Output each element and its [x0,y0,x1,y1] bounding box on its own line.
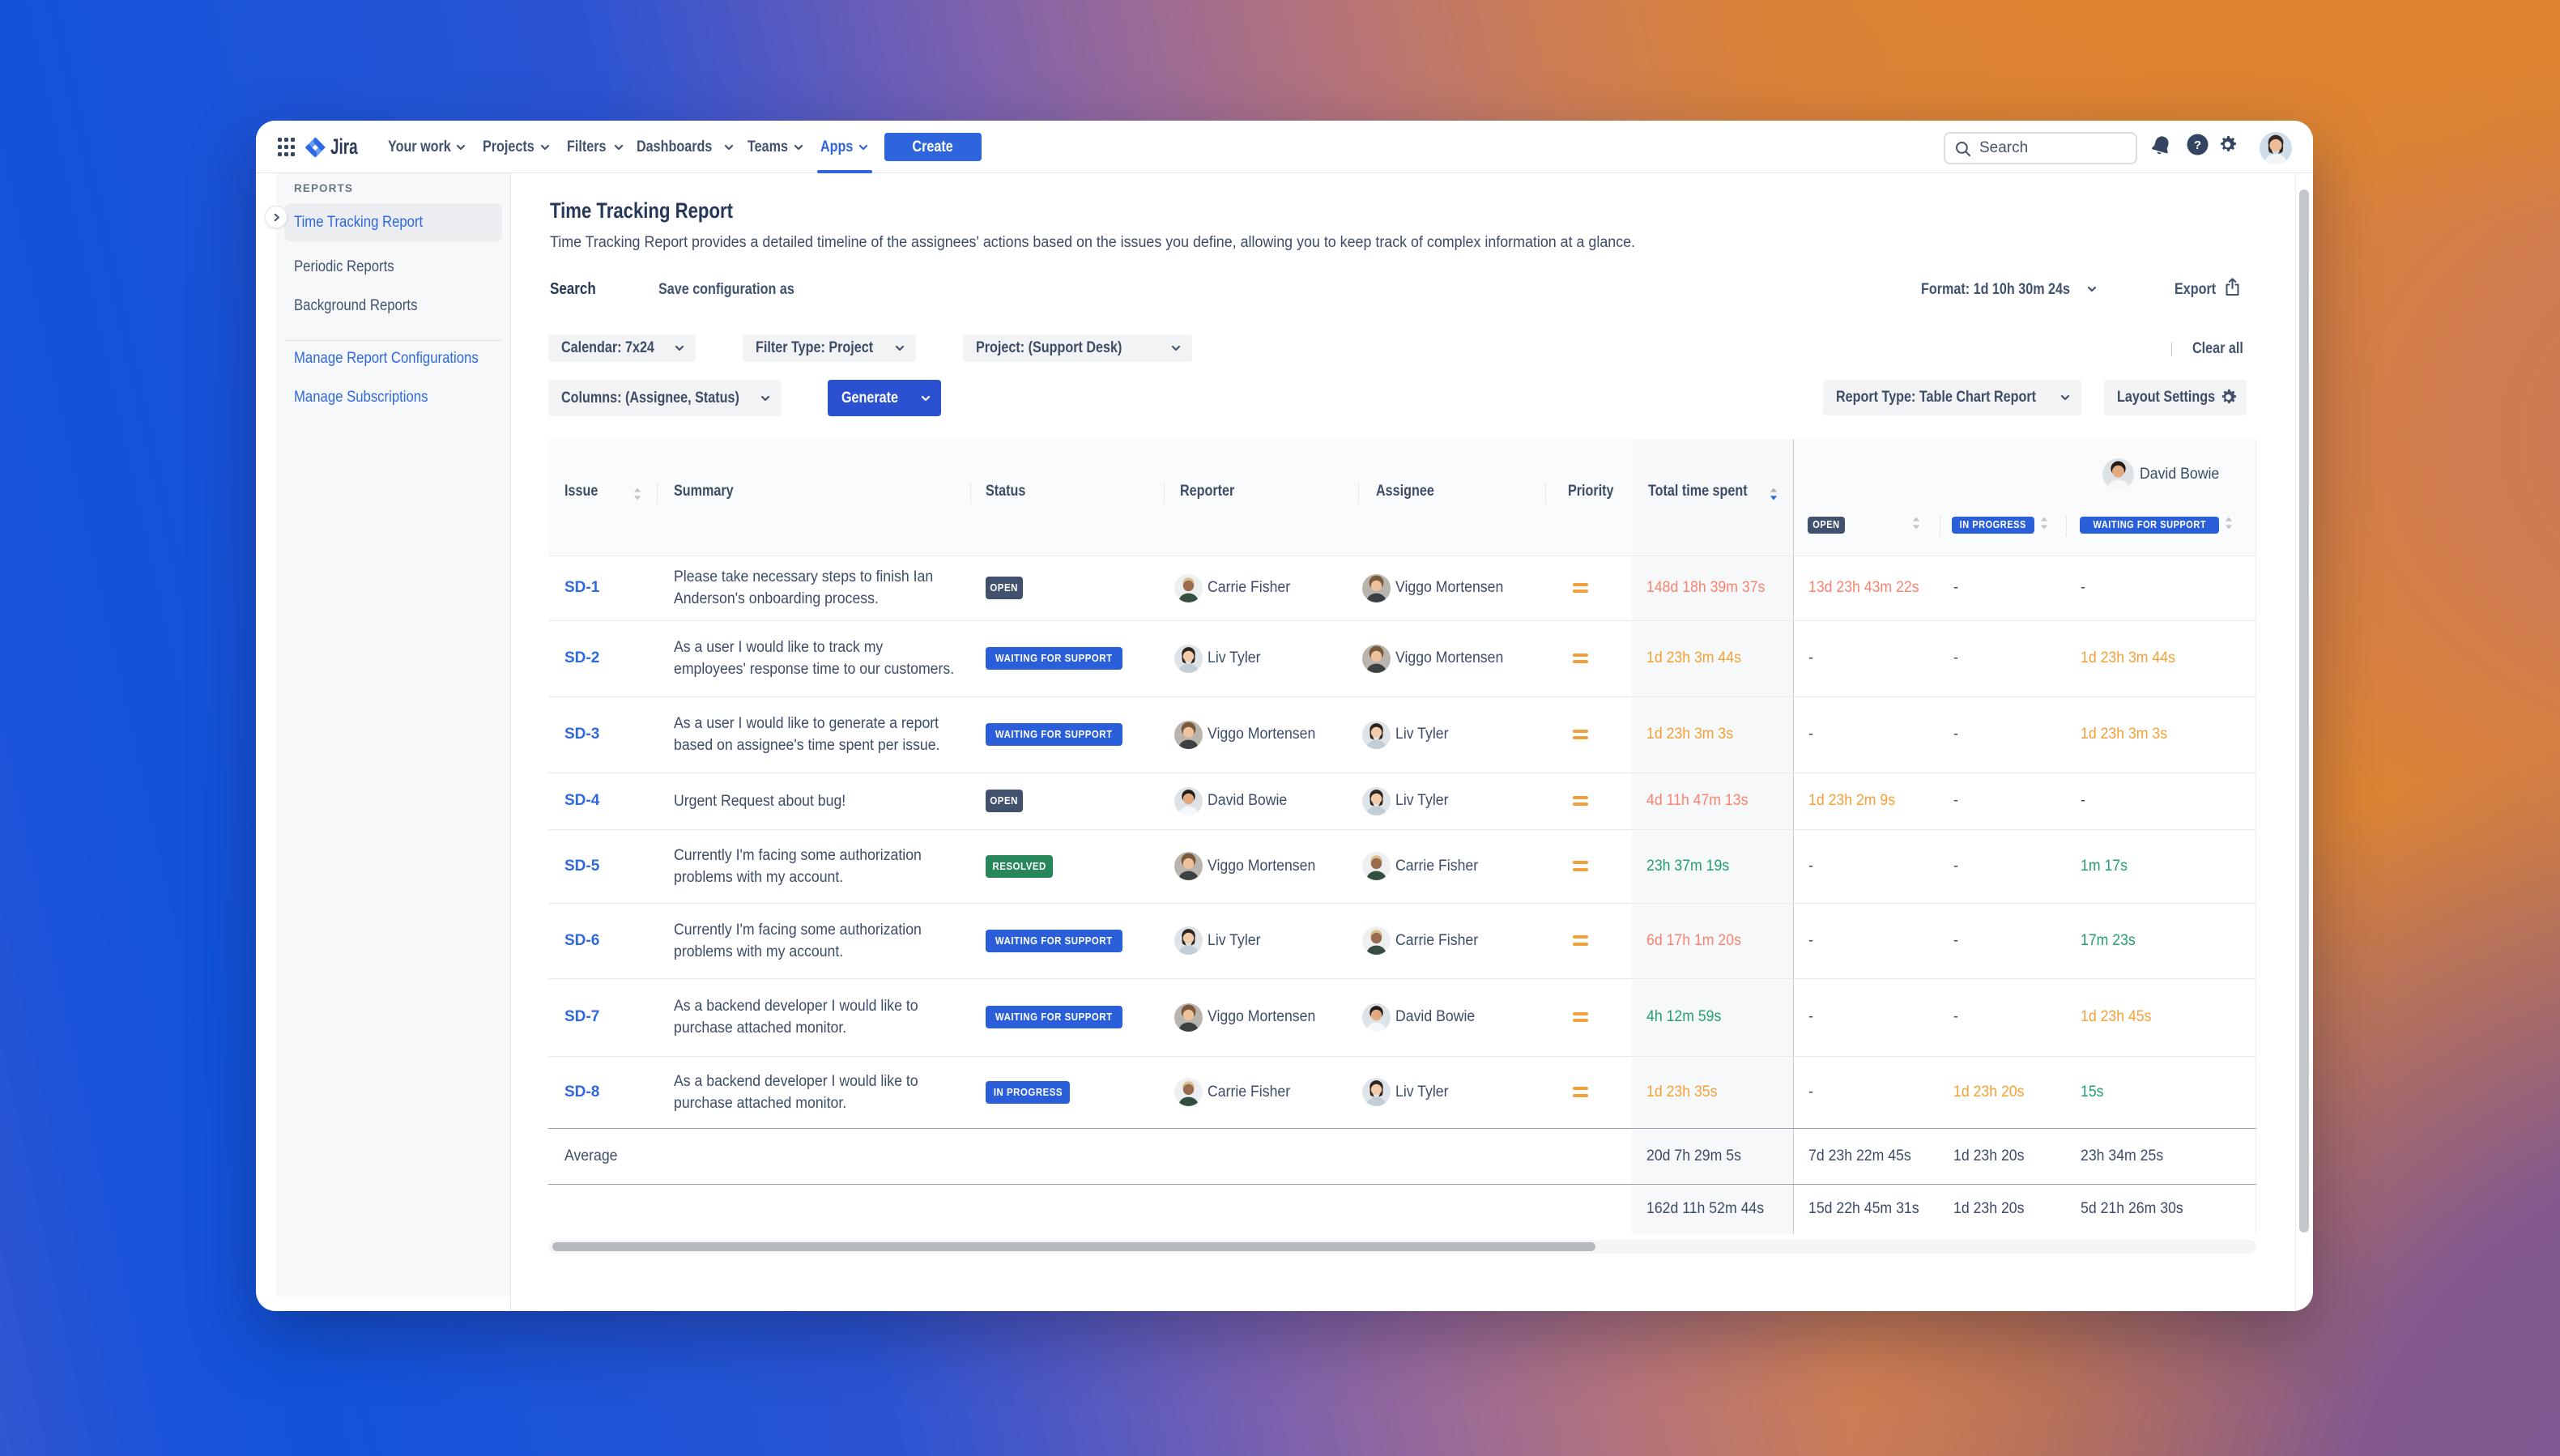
svg-text:?: ? [2194,138,2201,152]
